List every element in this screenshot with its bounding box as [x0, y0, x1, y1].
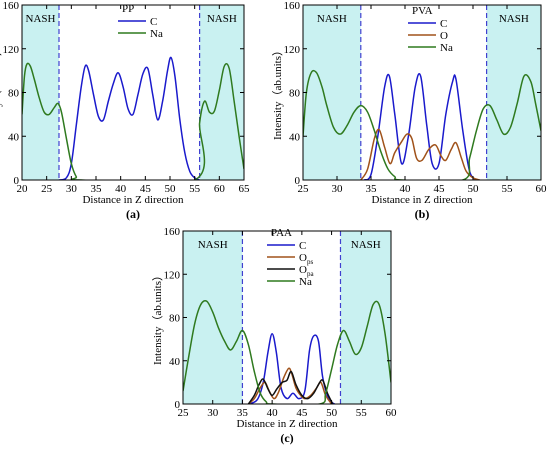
legend-label: Na: [440, 42, 453, 54]
x-tick-label: 40: [115, 183, 127, 195]
panel-c: 25 30 35 40 45 50 55 60 0 40 80 120 160 Distance in Z…: [151, 226, 397, 445]
y-tick-label: 0: [295, 175, 301, 187]
legend-label: Opa: [299, 264, 314, 278]
legend-label: C: [440, 18, 447, 30]
x-tick-label: 35: [91, 183, 103, 195]
y-tick-label: 0: [14, 175, 20, 187]
x-axis-label: Distance in Z direction: [82, 194, 184, 206]
nash-region-right: [199, 5, 244, 180]
region-label-left: NASH: [317, 13, 347, 25]
legend-label: C: [150, 16, 157, 28]
x-tick-label: 65: [239, 183, 251, 195]
x-tick-label: 50: [165, 183, 177, 195]
x-tick-label: 30: [207, 407, 219, 419]
panel-caption: (c): [280, 431, 293, 445]
series-line-c: [248, 332, 336, 404]
panel-title: PP: [122, 3, 134, 15]
legend-label: O: [440, 30, 448, 42]
x-tick-label: 45: [434, 183, 446, 195]
x-tick-label: 50: [468, 183, 480, 195]
x-tick-label: 25: [298, 183, 310, 195]
y-axis-label: Intensity（ab.units）: [271, 45, 284, 140]
series-group: [183, 300, 391, 404]
x-tick-label: 30: [66, 183, 78, 195]
panel-b: 25 30 35 40 45 50 55 60 0 40 80 120 160 Distance in Z…: [271, 0, 547, 221]
x-tick-label: 25: [41, 183, 53, 195]
series-line-c: [363, 72, 477, 180]
nash-region-right: [340, 231, 391, 404]
x-tick-label: 55: [189, 183, 201, 195]
series-line-o: [360, 128, 481, 180]
region-label-left: NASH: [26, 13, 56, 25]
panel-title: PAA: [271, 227, 292, 239]
y-tick-label: 0: [175, 399, 181, 411]
panel-caption: (b): [415, 207, 430, 221]
y-axis-label: Intensity（ab.units）: [151, 270, 164, 365]
x-tick-label: 45: [140, 183, 152, 195]
x-tick-label: 60: [214, 183, 226, 195]
nash-region-left: [183, 231, 243, 404]
y-tick-label: 40: [8, 131, 20, 143]
series-line-na: [303, 69, 541, 180]
y-axis-label: Intensity（ab.units）: [0, 45, 3, 140]
x-tick-label: 55: [502, 183, 514, 195]
x-tick-label: 20: [17, 183, 29, 195]
nash-region-right: [486, 5, 541, 180]
series-line-opa: [247, 370, 334, 404]
nash-region-left: [22, 5, 59, 180]
series-line-c: [58, 56, 200, 180]
x-axis-label: Distance in Z direction: [371, 194, 473, 206]
region-label-right: NASH: [499, 13, 529, 25]
panel-title: PVA: [412, 5, 433, 17]
y-tick-label: 120: [164, 269, 181, 281]
region-label-right: NASH: [351, 239, 381, 251]
x-axis-label: Distance in Z direction: [236, 418, 338, 430]
series-line-na: [22, 62, 244, 180]
y-tick-label: 120: [3, 44, 20, 56]
series-group: [22, 56, 244, 180]
legend-label: Ops: [299, 252, 313, 266]
legend-label: C: [299, 240, 306, 252]
x-tick-label: 55: [356, 407, 368, 419]
x-tick-label: 60: [386, 407, 398, 419]
y-tick-label: 40: [169, 356, 181, 368]
legend-label: Na: [150, 28, 163, 40]
x-tick-label: 30: [332, 183, 344, 195]
legend-label: Na: [299, 276, 312, 288]
region-label-left: NASH: [198, 239, 228, 251]
x-tick-label: 35: [366, 183, 378, 195]
x-tick-label: 60: [536, 183, 548, 195]
region-label-right: NASH: [207, 13, 237, 25]
x-tick-label: 50: [326, 407, 338, 419]
y-tick-label: 160: [3, 0, 20, 12]
x-tick-label: 40: [400, 183, 412, 195]
y-tick-label: 160: [284, 0, 301, 12]
series-group: [303, 69, 541, 180]
panel-a: 20 25 30 35 40 45 50 55 60 65 0 40 80 120 160 Distance …: [0, 0, 250, 221]
x-tick-label: 35: [237, 407, 249, 419]
nash-region-left: [303, 5, 361, 180]
series-line-na: [183, 300, 391, 404]
y-tick-label: 80: [169, 313, 181, 325]
x-tick-label: 40: [267, 407, 279, 419]
y-tick-label: 160: [164, 226, 181, 238]
y-tick-label: 40: [289, 131, 301, 143]
legend: CNa: [118, 16, 163, 40]
x-tick-label: 25: [178, 407, 190, 419]
y-tick-label: 80: [289, 88, 301, 100]
panel-caption: (a): [126, 207, 140, 221]
x-tick-label: 45: [296, 407, 308, 419]
y-tick-label: 80: [8, 88, 20, 100]
y-tick-label: 120: [284, 44, 301, 56]
